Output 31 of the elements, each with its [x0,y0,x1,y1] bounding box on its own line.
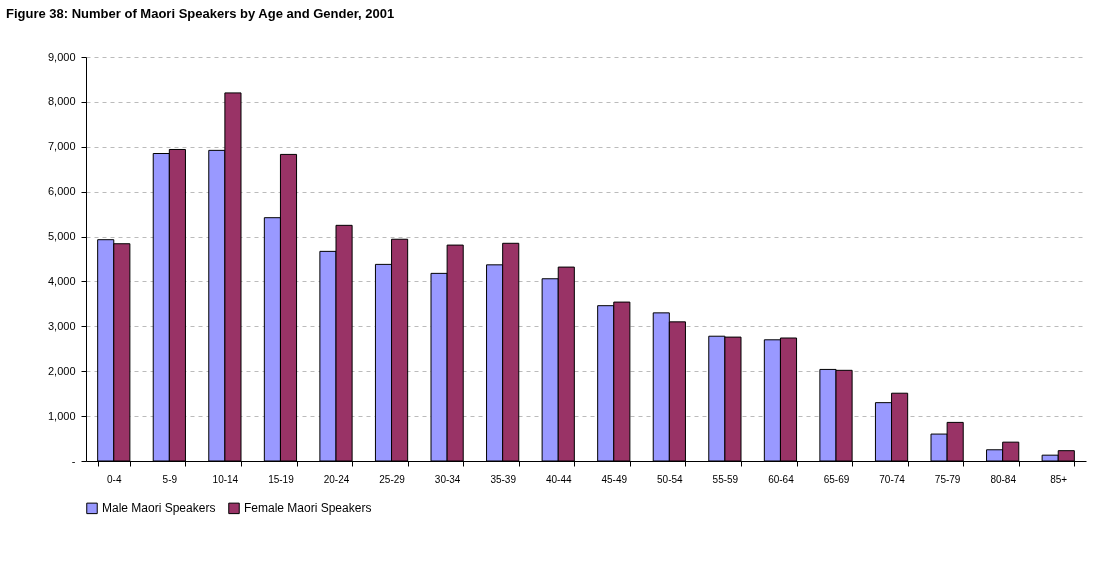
y-tick-label: 1,000 [47,409,76,422]
y-tick-label: 7,000 [47,140,76,153]
legend-label: Male Maori Speakers [102,501,216,516]
y-tick-label: 2,000 [47,364,76,377]
legend-label: Female Maori Speakers [244,501,372,516]
x-tick-label: 15-19 [268,473,295,485]
y-tick-label: 9,000 [47,50,76,63]
x-tick-label: 35-39 [490,473,517,485]
y-tick-label: 3,000 [47,319,76,332]
x-tick-label: 10-14 [212,473,239,485]
y-tick-label: 6,000 [47,185,76,198]
x-tick-label: 30-34 [434,473,461,485]
y-tick-label: 8,000 [47,95,76,108]
x-tick-label: 65-69 [823,473,850,485]
x-tick-label: 25-29 [379,473,406,485]
y-tick-label: 4,000 [47,274,76,287]
x-tick-label: 40-44 [545,473,572,485]
y-tick-label: - [71,454,76,467]
x-tick-label: 0-4 [107,473,122,485]
x-tick-label: 55-59 [712,473,739,485]
chart-title: Figure 38: Number of Maori Speakers by Age and Gender, 2001 [6,6,395,21]
x-tick-label: 60-64 [768,473,795,485]
x-tick-label: 50-54 [657,473,684,485]
x-tick-label: 45-49 [601,473,628,485]
x-tick-label: 70-74 [879,473,906,485]
x-tick-label: 85+ [1050,473,1068,485]
x-tick-label: 5-9 [162,473,178,485]
x-tick-label: 80-84 [990,473,1017,485]
x-tick-label: 20-24 [323,473,350,485]
y-tick-label: 5,000 [47,230,76,243]
x-tick-label: 75-79 [934,473,961,485]
